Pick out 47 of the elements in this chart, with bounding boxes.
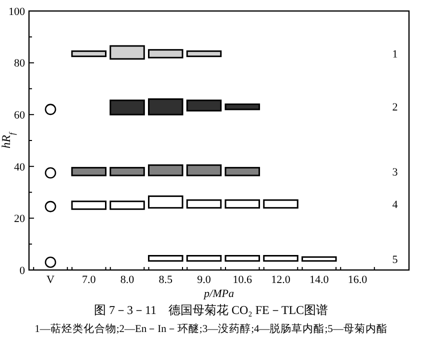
x-tick-label: 14.0 (310, 274, 330, 286)
bar (301, 256, 337, 262)
bar (186, 164, 222, 176)
bar (110, 45, 145, 60)
bar (263, 255, 298, 262)
bar (224, 103, 260, 110)
bar (71, 50, 107, 58)
bar (110, 100, 145, 116)
text: 3 (392, 166, 398, 178)
text: 4 (392, 198, 398, 211)
y-tick-label: 40 (14, 161, 26, 174)
x-tick-label: 9.0 (197, 274, 212, 286)
x-tick-label: 16.0 (348, 274, 368, 286)
bar (263, 199, 298, 209)
bar (110, 200, 145, 210)
bar (224, 166, 260, 176)
bar (186, 100, 222, 112)
y-tick-label: 80 (14, 58, 26, 70)
y-tick-label: 20 (14, 213, 26, 226)
bar (186, 255, 222, 262)
bar (186, 50, 222, 58)
bar (186, 199, 222, 209)
text: 5 (392, 254, 398, 266)
y-tick-label: 60 (14, 109, 26, 122)
bar (148, 98, 184, 116)
text: 1—萜烃类化合物;2—En－In－环醚;3—没药醇;4—脱肠草内酯;5—母菊内酯 (34, 322, 388, 335)
x-axis-title: p/MPa (203, 288, 234, 300)
text: 图 7－3－11 德国母菊花 CO₂ FE－TLC图谱 (94, 303, 328, 317)
bar (148, 49, 184, 58)
text: 2 (392, 102, 398, 114)
bar (148, 255, 184, 262)
bar (71, 200, 107, 210)
x-tick-label: 7.0 (82, 274, 96, 286)
bar (224, 199, 260, 209)
text: 1 (392, 48, 398, 61)
x-tick-label: 8.0 (120, 274, 135, 286)
y-tick-label: 0 (20, 264, 26, 277)
x-tick-label: V (46, 274, 55, 286)
bar (224, 255, 260, 262)
y-tick-label: 100 (8, 6, 26, 18)
x-tick-label: 10.6 (232, 274, 252, 286)
bar (71, 166, 107, 176)
bar (148, 195, 184, 209)
x-tick-label: 8.5 (158, 274, 173, 286)
bar (110, 166, 145, 176)
bar (148, 164, 184, 176)
x-tick-label: 12.0 (271, 274, 291, 286)
